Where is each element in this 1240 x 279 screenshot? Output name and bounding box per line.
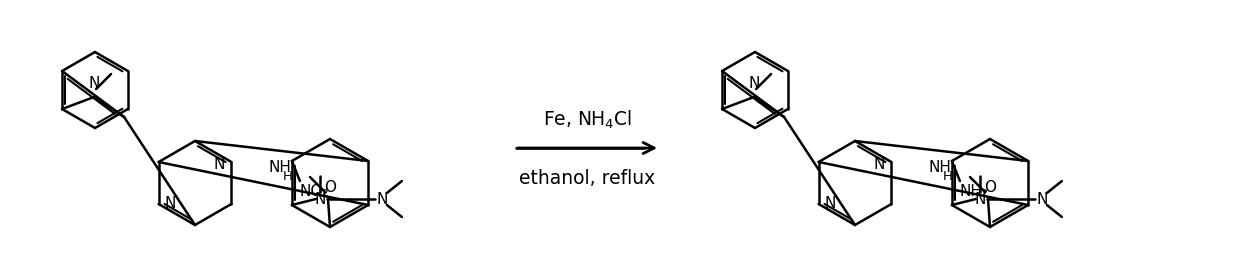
Text: N: N — [825, 196, 836, 211]
Text: NH: NH — [268, 160, 291, 174]
Text: NO₂: NO₂ — [299, 184, 329, 198]
Text: N: N — [1037, 191, 1048, 206]
Text: ethanol, reflux: ethanol, reflux — [520, 169, 656, 187]
Text: N: N — [88, 76, 99, 92]
Text: NH: NH — [928, 160, 951, 174]
Text: N: N — [376, 191, 388, 206]
Text: N: N — [749, 76, 760, 92]
Text: O: O — [985, 179, 996, 194]
Text: N: N — [874, 158, 885, 172]
Text: N: N — [165, 196, 176, 211]
Text: O: O — [324, 179, 336, 194]
Text: N: N — [975, 191, 986, 206]
Text: N: N — [213, 158, 226, 172]
Text: NH₂: NH₂ — [960, 184, 988, 198]
Text: H: H — [942, 170, 952, 184]
Text: H: H — [283, 170, 293, 184]
Text: N: N — [314, 191, 326, 206]
Text: Fe, NH$_4$Cl: Fe, NH$_4$Cl — [543, 109, 632, 131]
